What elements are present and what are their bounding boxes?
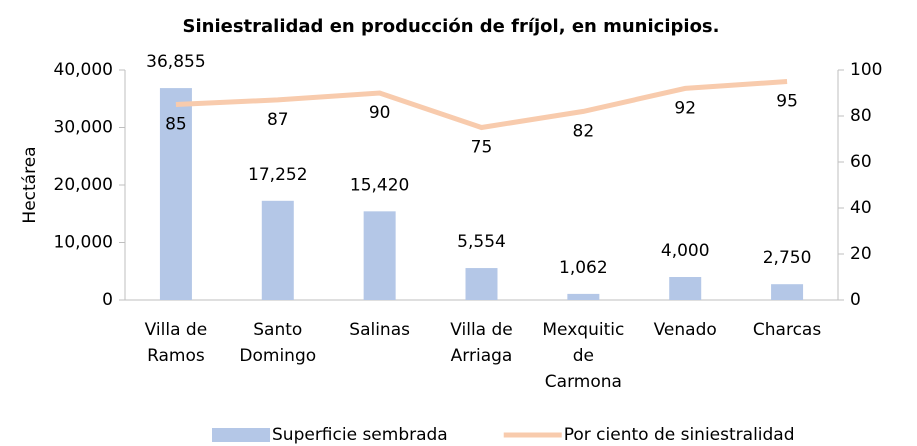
y2-tick-label: 40 bbox=[850, 198, 872, 218]
x-tick-label: Villa de Arriaga bbox=[450, 320, 513, 366]
x-tick-label: Santo Domingo bbox=[239, 320, 316, 366]
bar-value-label: 15,420 bbox=[350, 175, 409, 195]
legend-label: Por ciento de siniestralidad bbox=[564, 425, 795, 445]
line-value-label: 90 bbox=[369, 103, 391, 123]
y2-tick-label: 0 bbox=[850, 290, 861, 310]
bar-value-label: 1,062 bbox=[559, 258, 608, 278]
bar bbox=[159, 88, 192, 301]
bar-value-label: 2,750 bbox=[763, 248, 812, 268]
bar-value-label: 4,000 bbox=[661, 241, 710, 261]
y2-tick-label: 60 bbox=[850, 152, 872, 172]
legend-swatch bbox=[212, 428, 270, 442]
bar-value-label: 36,855 bbox=[146, 52, 205, 72]
x-tick-label: Mexquitic de Carmona bbox=[542, 320, 624, 392]
bar bbox=[669, 277, 702, 300]
bar-value-label: 5,554 bbox=[457, 232, 506, 252]
y2-tick-label: 80 bbox=[850, 106, 872, 126]
line-value-label: 75 bbox=[471, 138, 493, 158]
x-tick-label: Venado bbox=[654, 320, 717, 340]
x-tick-label: Salinas bbox=[349, 320, 410, 340]
bar bbox=[771, 284, 804, 300]
y-tick-label: 10,000 bbox=[54, 233, 113, 253]
bar bbox=[465, 268, 498, 300]
x-tick-label: Villa de Ramos bbox=[145, 320, 208, 366]
y-tick-label: 30,000 bbox=[54, 118, 113, 138]
bar bbox=[261, 200, 294, 300]
line-value-label: 95 bbox=[776, 92, 798, 112]
y-axis-label: Hectárea bbox=[20, 146, 40, 223]
line-value-label: 92 bbox=[674, 98, 696, 118]
line-value-label: 87 bbox=[267, 110, 289, 130]
y2-tick-label: 20 bbox=[850, 244, 872, 264]
y-tick-label: 20,000 bbox=[54, 175, 113, 195]
bar bbox=[567, 293, 600, 300]
y-tick-label: 0 bbox=[102, 290, 113, 310]
y-tick-label: 40,000 bbox=[54, 60, 113, 80]
bar-value-label: 17,252 bbox=[248, 165, 307, 185]
legend-label: Superficie sembrada bbox=[272, 425, 448, 445]
line-value-label: 85 bbox=[165, 115, 187, 135]
y2-tick-label: 100 bbox=[850, 60, 882, 80]
chart-title: Siniestralidad en producción de fríjol, … bbox=[183, 16, 720, 37]
line bbox=[175, 79, 788, 131]
bar bbox=[363, 211, 396, 300]
line-value-label: 82 bbox=[573, 121, 595, 141]
x-tick-label: Charcas bbox=[753, 320, 821, 340]
